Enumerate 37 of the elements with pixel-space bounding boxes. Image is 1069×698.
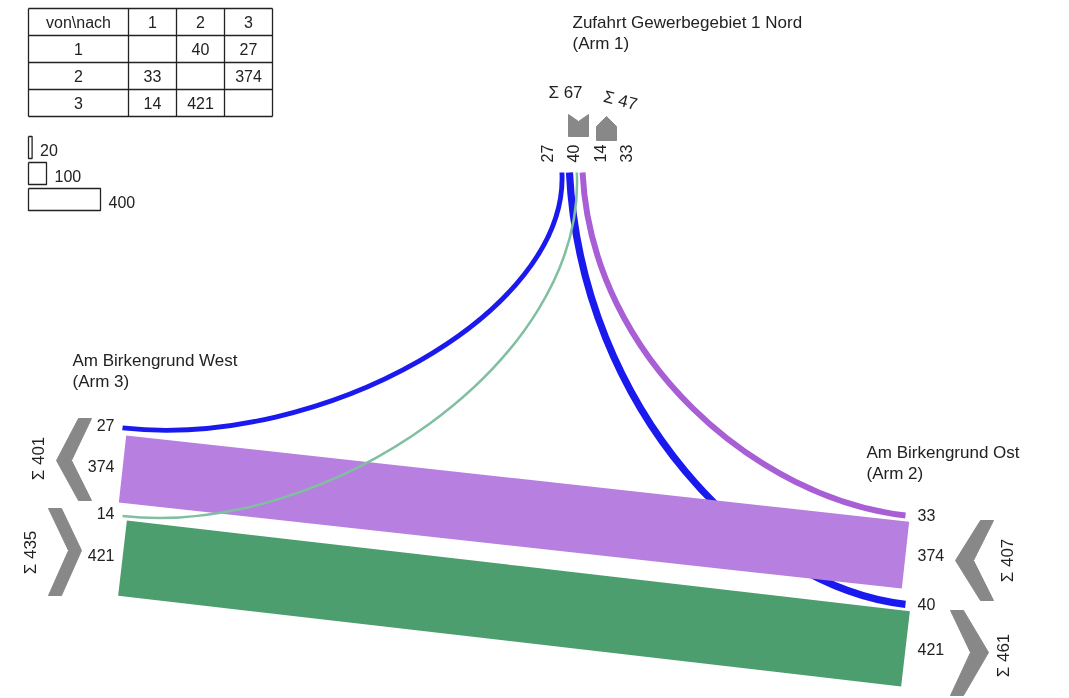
text: 374 bbox=[917, 547, 945, 565]
text: Σ 47 bbox=[601, 87, 640, 114]
data-label: 14 bbox=[143, 95, 162, 112]
text: 400 bbox=[108, 193, 136, 211]
text: Σ 407 bbox=[998, 538, 1017, 583]
text: Zufahrt Gewerbegebiet 1 Nord (Arm 1) bbox=[572, 12, 803, 54]
category-label: 2 bbox=[196, 14, 206, 31]
text: Σ 67 bbox=[548, 83, 583, 102]
text: 14 bbox=[591, 144, 609, 163]
text: 421 bbox=[917, 640, 945, 658]
category-label: 1 bbox=[148, 14, 158, 31]
legend-title: von\nach bbox=[46, 13, 111, 31]
category-label: 3 bbox=[74, 95, 83, 112]
data-label: 374 bbox=[235, 68, 262, 85]
data-label: 33 bbox=[143, 68, 162, 85]
text: Am Birkengrund Ost (Arm 2) bbox=[866, 442, 1020, 484]
text: 33 bbox=[618, 144, 635, 163]
text: Σ 401 bbox=[29, 436, 48, 481]
category-label: 2 bbox=[74, 68, 83, 85]
text: 40 bbox=[917, 596, 936, 614]
text: Am Birkengrund West (Arm 3) bbox=[72, 350, 238, 392]
category-label: 1 bbox=[74, 41, 83, 58]
text: 374 bbox=[87, 458, 115, 476]
data-label: 421 bbox=[187, 95, 214, 112]
text: 40 bbox=[565, 144, 582, 163]
text: 421 bbox=[87, 547, 115, 565]
data-label: 40 bbox=[191, 41, 210, 58]
text: 27 bbox=[538, 144, 556, 163]
category-label: 3 bbox=[244, 14, 254, 31]
text: 33 bbox=[917, 507, 936, 525]
text: 20 bbox=[40, 141, 58, 159]
text: 100 bbox=[54, 167, 82, 185]
text: Σ 461 bbox=[994, 633, 1013, 678]
text: 14 bbox=[96, 504, 115, 522]
text: 27 bbox=[96, 416, 115, 434]
data-label: 27 bbox=[239, 41, 258, 58]
text: Σ 435 bbox=[21, 530, 40, 575]
